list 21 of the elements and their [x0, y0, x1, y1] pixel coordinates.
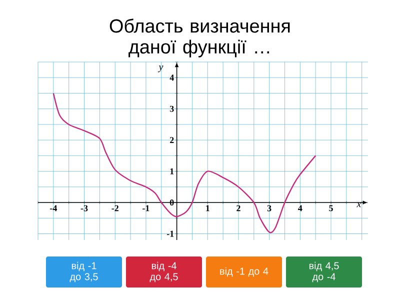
x-tick-label: 2	[236, 205, 240, 212]
y-tick-label: 1	[170, 168, 174, 174]
x-tick-label: 4	[298, 205, 302, 212]
text: від -1 до 3,5	[70, 262, 98, 282]
text: від -4 до 4,5	[150, 262, 178, 282]
x-tick-label: 5	[329, 205, 333, 212]
x-tick-label: -3	[80, 205, 88, 212]
text: від 4,5 до -4	[309, 262, 339, 282]
x-axis-title: x	[356, 202, 362, 208]
y-tick-label: 2	[170, 137, 174, 144]
y-tick-label: -1	[166, 230, 174, 237]
y-tick-label: 4	[170, 74, 174, 81]
x-tick-label: -1	[142, 205, 150, 212]
x-tick-label: -2	[112, 205, 118, 212]
x-tick-label: 1	[206, 205, 210, 212]
chart-title: Область визначення даної функції …	[110, 18, 290, 58]
x-tick-label: 3	[267, 205, 272, 212]
y-tick-label: 3	[170, 106, 174, 112]
y-axis-title: y	[158, 66, 164, 72]
text: від -1 до 4	[220, 267, 268, 277]
x-tick-label: -4	[50, 205, 57, 212]
